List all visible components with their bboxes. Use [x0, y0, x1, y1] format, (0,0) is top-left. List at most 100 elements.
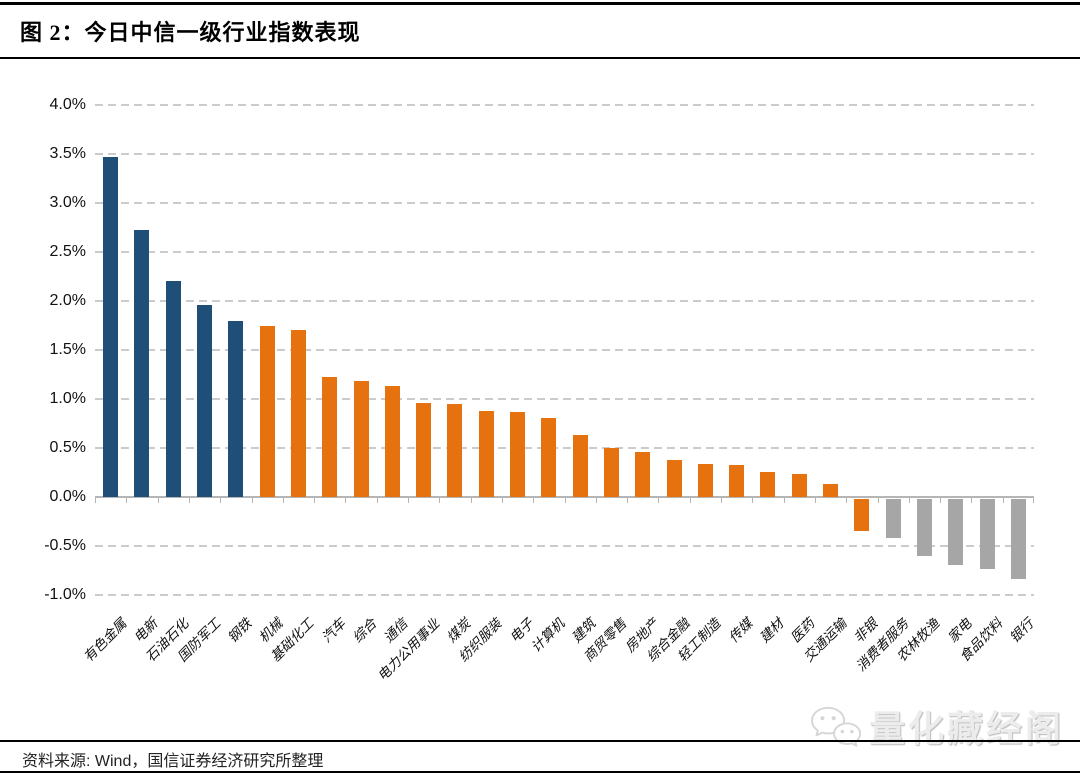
gridline — [95, 153, 1034, 155]
bar-电新 — [134, 230, 150, 497]
x-category-label-钢铁: 钢铁 — [224, 615, 255, 646]
y-tick-label: 0.5% — [49, 439, 86, 456]
x-axis-tick — [689, 498, 691, 503]
bar-银行 — [1010, 499, 1026, 580]
bar-纺织服装 — [478, 410, 494, 497]
x-axis-tick — [1033, 498, 1034, 503]
bar-计算机 — [541, 417, 557, 497]
zero-axis-line — [95, 496, 1034, 498]
x-axis-tick — [564, 498, 566, 503]
x-category-label-综合: 综合 — [349, 615, 380, 646]
x-axis-tick — [188, 498, 190, 503]
y-tick-label: 0.0% — [49, 488, 86, 505]
bar-消费者服务 — [885, 499, 901, 539]
bar-基础化工 — [290, 330, 306, 497]
bar-钢铁 — [228, 320, 244, 497]
x-category-label-计算机: 计算机 — [528, 615, 568, 656]
x-axis-tick — [408, 498, 409, 503]
watermark: 量化藏经阁 — [809, 700, 1064, 752]
x-category-label-传媒: 传媒 — [725, 615, 756, 646]
y-tick-label: -0.5% — [44, 537, 86, 554]
gridline — [95, 104, 1034, 106]
x-axis-tick — [282, 498, 284, 503]
bar-交通运输 — [823, 484, 839, 497]
y-tick-label: 3.0% — [49, 194, 86, 211]
bar-机械 — [259, 326, 275, 497]
x-axis-tick — [1002, 498, 1004, 503]
bar-通信 — [384, 386, 400, 497]
x-axis-tick — [721, 498, 722, 503]
x-axis-tick — [940, 498, 942, 503]
x-axis-tick — [95, 498, 96, 503]
y-tick-label: 2.5% — [49, 243, 86, 260]
x-axis-tick — [501, 498, 503, 503]
bar-国防军工 — [197, 304, 213, 497]
y-tick-label: 3.5% — [49, 145, 86, 162]
x-axis-tick — [658, 498, 660, 503]
x-axis-tick — [470, 498, 472, 503]
bottom-border-line — [0, 771, 1080, 773]
x-axis-tick — [314, 498, 316, 503]
gridline — [95, 594, 1034, 596]
x-axis-tick — [220, 498, 222, 503]
x-axis-tick — [846, 498, 848, 503]
source-note: 资料来源: Wind，国信证券经济研究所整理 — [22, 753, 324, 770]
source-divider-line — [0, 740, 1080, 742]
gridline — [95, 202, 1034, 204]
bar-综合金融 — [666, 459, 682, 497]
bar-电力公用事业 — [416, 402, 432, 497]
x-axis-tick — [971, 498, 973, 503]
y-tick-label: -1.0% — [44, 586, 86, 603]
bar-建筑 — [572, 435, 588, 497]
x-axis-tick — [126, 498, 128, 503]
bar-传媒 — [729, 464, 745, 497]
bar-chart-plot-area — [95, 104, 1034, 596]
x-category-label-银行: 银行 — [1007, 615, 1037, 646]
x-axis-tick — [752, 498, 754, 503]
x-axis-tick — [157, 498, 159, 503]
bar-汽车 — [322, 377, 338, 497]
bar-医药 — [791, 474, 807, 497]
x-axis-tick — [439, 498, 441, 503]
x-axis-tick — [783, 498, 785, 503]
y-tick-label: 1.5% — [49, 341, 86, 358]
watermark-text: 量化藏经阁 — [868, 709, 1064, 749]
bar-电子 — [510, 411, 526, 497]
x-category-label-有色金属: 有色金属 — [80, 615, 130, 665]
x-axis-tick — [345, 498, 347, 503]
gridline — [95, 545, 1034, 547]
y-tick-label: 2.0% — [49, 292, 86, 309]
gridline — [95, 300, 1034, 302]
x-axis-tick — [627, 498, 629, 503]
x-axis-tick — [376, 498, 378, 503]
x-axis-tick — [877, 498, 879, 503]
bar-家电 — [948, 499, 964, 565]
y-tick-label: 1.0% — [49, 390, 86, 407]
bar-农林牧渔 — [916, 499, 932, 556]
bar-食品饮料 — [979, 499, 995, 569]
bar-石油石化 — [165, 281, 181, 497]
title-underline — [0, 57, 1080, 59]
x-axis-tick — [595, 498, 597, 503]
bar-煤炭 — [447, 403, 463, 497]
top-border-line — [0, 2, 1080, 5]
x-axis-tick — [251, 498, 253, 503]
gridline — [95, 447, 1034, 449]
gridline — [95, 398, 1034, 400]
gridline — [95, 251, 1034, 253]
y-tick-label: 4.0% — [49, 96, 86, 113]
bar-有色金属 — [103, 156, 119, 497]
x-axis-tick — [908, 498, 910, 503]
bar-综合 — [353, 381, 369, 497]
bar-房地产 — [635, 451, 651, 497]
figure-title: 图 2：今日中信一级行业指数表现 — [20, 20, 361, 45]
bar-非银 — [854, 499, 870, 532]
x-axis-tick — [814, 498, 816, 503]
bar-轻工制造 — [697, 463, 713, 497]
bar-商贸零售 — [603, 448, 619, 497]
x-category-label-建材: 建材 — [756, 615, 787, 646]
gridline — [95, 349, 1034, 351]
bar-建材 — [760, 471, 776, 497]
x-category-label-汽车: 汽车 — [318, 615, 349, 646]
